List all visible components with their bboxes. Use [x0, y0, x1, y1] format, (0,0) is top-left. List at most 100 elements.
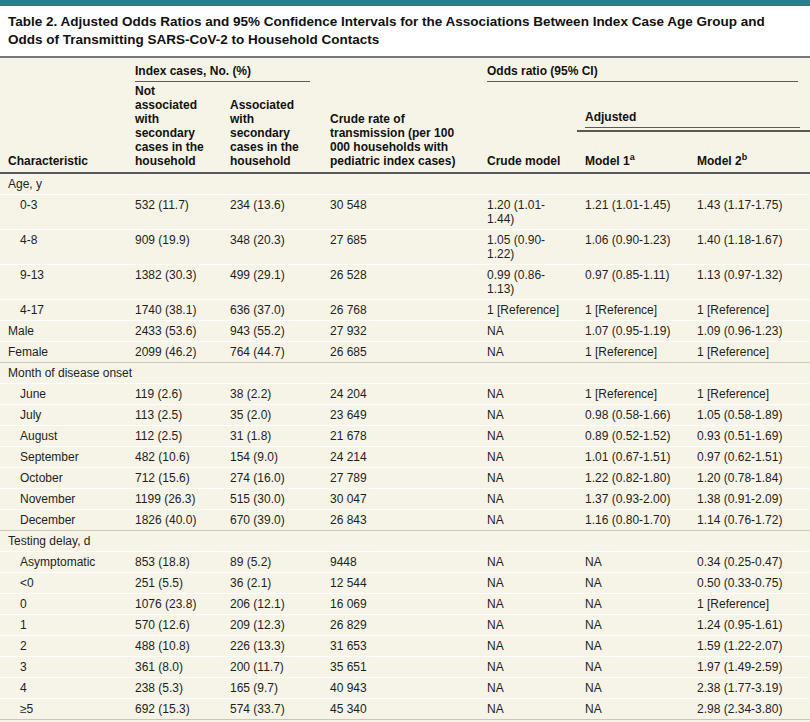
table-row: December1826 (40.0)670 (39.0)26 843NA1.1… [0, 510, 810, 531]
data-cell: 12 544 [322, 573, 479, 594]
data-cell: 30 548 [322, 195, 479, 230]
data-cell: NA [479, 573, 577, 594]
group-index-cases: Index cases, No. (%) [127, 58, 322, 82]
data-cell: 27 685 [322, 230, 479, 265]
data-cell: 636 (37.0) [222, 300, 322, 321]
data-cell: 1382 (30.3) [127, 265, 222, 300]
data-cell: 574 (33.7) [222, 699, 322, 720]
row-label: <0 [0, 573, 127, 594]
data-cell: 1 [Reference] [479, 300, 577, 321]
data-cell: 35 (2.0) [222, 405, 322, 426]
data-cell: 38 (2.2) [222, 384, 322, 405]
data-cell: 23 649 [322, 405, 479, 426]
data-cell: 1 [Reference] [689, 384, 810, 405]
group-odds-ratio: Odds ratio (95% CI) [479, 58, 810, 82]
data-cell: NA [479, 342, 577, 363]
table-row: 3361 (8.0)200 (11.7)35 651NANA1.97 (1.49… [0, 657, 810, 678]
data-cell: 2099 (46.2) [127, 342, 222, 363]
data-cell: 45 340 [322, 699, 479, 720]
data-cell: NA [479, 447, 577, 468]
data-cell: NA [577, 573, 689, 594]
data-cell: 26 829 [322, 615, 479, 636]
empty-header-cell [322, 58, 479, 82]
row-label: October [0, 468, 127, 489]
row-label: 1 [0, 615, 127, 636]
data-cell: NA [577, 636, 689, 657]
table-row: September482 (10.6)154 (9.0)24 214NA1.01… [0, 447, 810, 468]
data-cell: 1.05 (0.58-1.89) [689, 405, 810, 426]
data-cell: 1.05 (0.90-1.22) [479, 230, 577, 265]
data-cell: 1076 (23.8) [127, 594, 222, 615]
data-cell: 31 653 [322, 636, 479, 657]
row-label: 4 [0, 678, 127, 699]
row-label: 3 [0, 657, 127, 678]
column-header-row: Characteristic Not associated with secon… [0, 82, 810, 131]
data-cell: NA [479, 384, 577, 405]
row-label: 4-8 [0, 230, 127, 265]
data-cell: 1.40 (1.18-1.67) [689, 230, 810, 265]
data-cell: 1199 (26.3) [127, 489, 222, 510]
data-cell: 26 843 [322, 510, 479, 531]
data-cell: 89 (5.2) [222, 552, 322, 573]
table-row: 4238 (5.3)165 (9.7)40 943NANA2.38 (1.77-… [0, 678, 810, 699]
table-title: Table 2. Adjusted Odds Ratios and 95% Co… [0, 6, 800, 56]
table-row: 01076 (23.8)206 (12.1)16 069NANA1 [Refer… [0, 594, 810, 615]
data-cell: 0.97 (0.85-1.11) [577, 265, 689, 300]
data-cell: NA [479, 594, 577, 615]
col-header-model1: Model 1a [577, 131, 689, 173]
data-cell: 488 (10.8) [127, 636, 222, 657]
data-cell: 0.34 (0.25-0.47) [689, 552, 810, 573]
data-cell: 712 (15.6) [127, 468, 222, 489]
data-cell: 226 (13.3) [222, 636, 322, 657]
data-cell: 251 (5.5) [127, 573, 222, 594]
data-cell: 119 (2.6) [127, 384, 222, 405]
row-label: 4-17 [0, 300, 127, 321]
table-row: November1199 (26.3)515 (30.0)30 047NA1.3… [0, 489, 810, 510]
data-cell: NA [479, 426, 577, 447]
col-header-crude-model: Crude model [479, 82, 577, 173]
group-odds-ratio-label: Odds ratio (95% CI) [487, 63, 798, 82]
data-cell: 0.99 (0.86-1.13) [479, 265, 577, 300]
data-cell: 1.14 (0.76-1.72) [689, 510, 810, 531]
data-cell: NA [577, 678, 689, 699]
data-cell: NA [479, 678, 577, 699]
table-row: July113 (2.5)35 (2.0)23 649NA0.98 (0.58-… [0, 405, 810, 426]
data-cell: 1.20 (0.78-1.84) [689, 468, 810, 489]
data-cell: 36 (2.1) [222, 573, 322, 594]
table-row: October712 (15.6)274 (16.0)27 789NA1.22 … [0, 468, 810, 489]
group-index-cases-label: Index cases, No. (%) [135, 63, 310, 82]
table-row: <0251 (5.5)36 (2.1)12 544NANA0.50 (0.33-… [0, 573, 810, 594]
data-cell: 1740 (38.1) [127, 300, 222, 321]
data-cell: 1.01 (0.67-1.51) [577, 447, 689, 468]
row-label: September [0, 447, 127, 468]
section-label: Testing delay, d [0, 531, 810, 552]
data-cell: 1.13 (0.97-1.32) [689, 265, 810, 300]
data-cell: 27 789 [322, 468, 479, 489]
data-cell: 234 (13.6) [222, 195, 322, 230]
section-row: Testing delay, d [0, 531, 810, 552]
data-cell: NA [577, 552, 689, 573]
data-cell: 1.59 (1.22-2.07) [689, 636, 810, 657]
data-cell: NA [479, 552, 577, 573]
data-cell: 40 943 [322, 678, 479, 699]
data-cell: NA [577, 657, 689, 678]
data-cell: 30 047 [322, 489, 479, 510]
data-cell: 1.09 (0.96-1.23) [689, 321, 810, 342]
row-label: 2 [0, 636, 127, 657]
data-cell: 532 (11.7) [127, 195, 222, 230]
data-cell: 1.16 (0.80-1.70) [577, 510, 689, 531]
data-cell: 1.06 (0.90-1.23) [577, 230, 689, 265]
data-cell: 943 (55.2) [222, 321, 322, 342]
data-cell: 2.98 (2.34-3.80) [689, 699, 810, 720]
data-cell: 1.22 (0.82-1.80) [577, 468, 689, 489]
table-row: 2488 (10.8)226 (13.3)31 653NANA1.59 (1.2… [0, 636, 810, 657]
section-row: Age, y [0, 173, 810, 195]
data-cell: 1.37 (0.93-2.00) [577, 489, 689, 510]
table-row: Male2433 (53.6)943 (55.2)27 932NA1.07 (0… [0, 321, 810, 342]
adjusted-label: Adjusted [585, 109, 800, 128]
data-cell: 1.38 (0.91-2.09) [689, 489, 810, 510]
col-header-associated: Associated with secondary cases in the h… [222, 82, 322, 173]
data-cell: 165 (9.7) [222, 678, 322, 699]
row-label: 0 [0, 594, 127, 615]
row-label: August [0, 426, 127, 447]
